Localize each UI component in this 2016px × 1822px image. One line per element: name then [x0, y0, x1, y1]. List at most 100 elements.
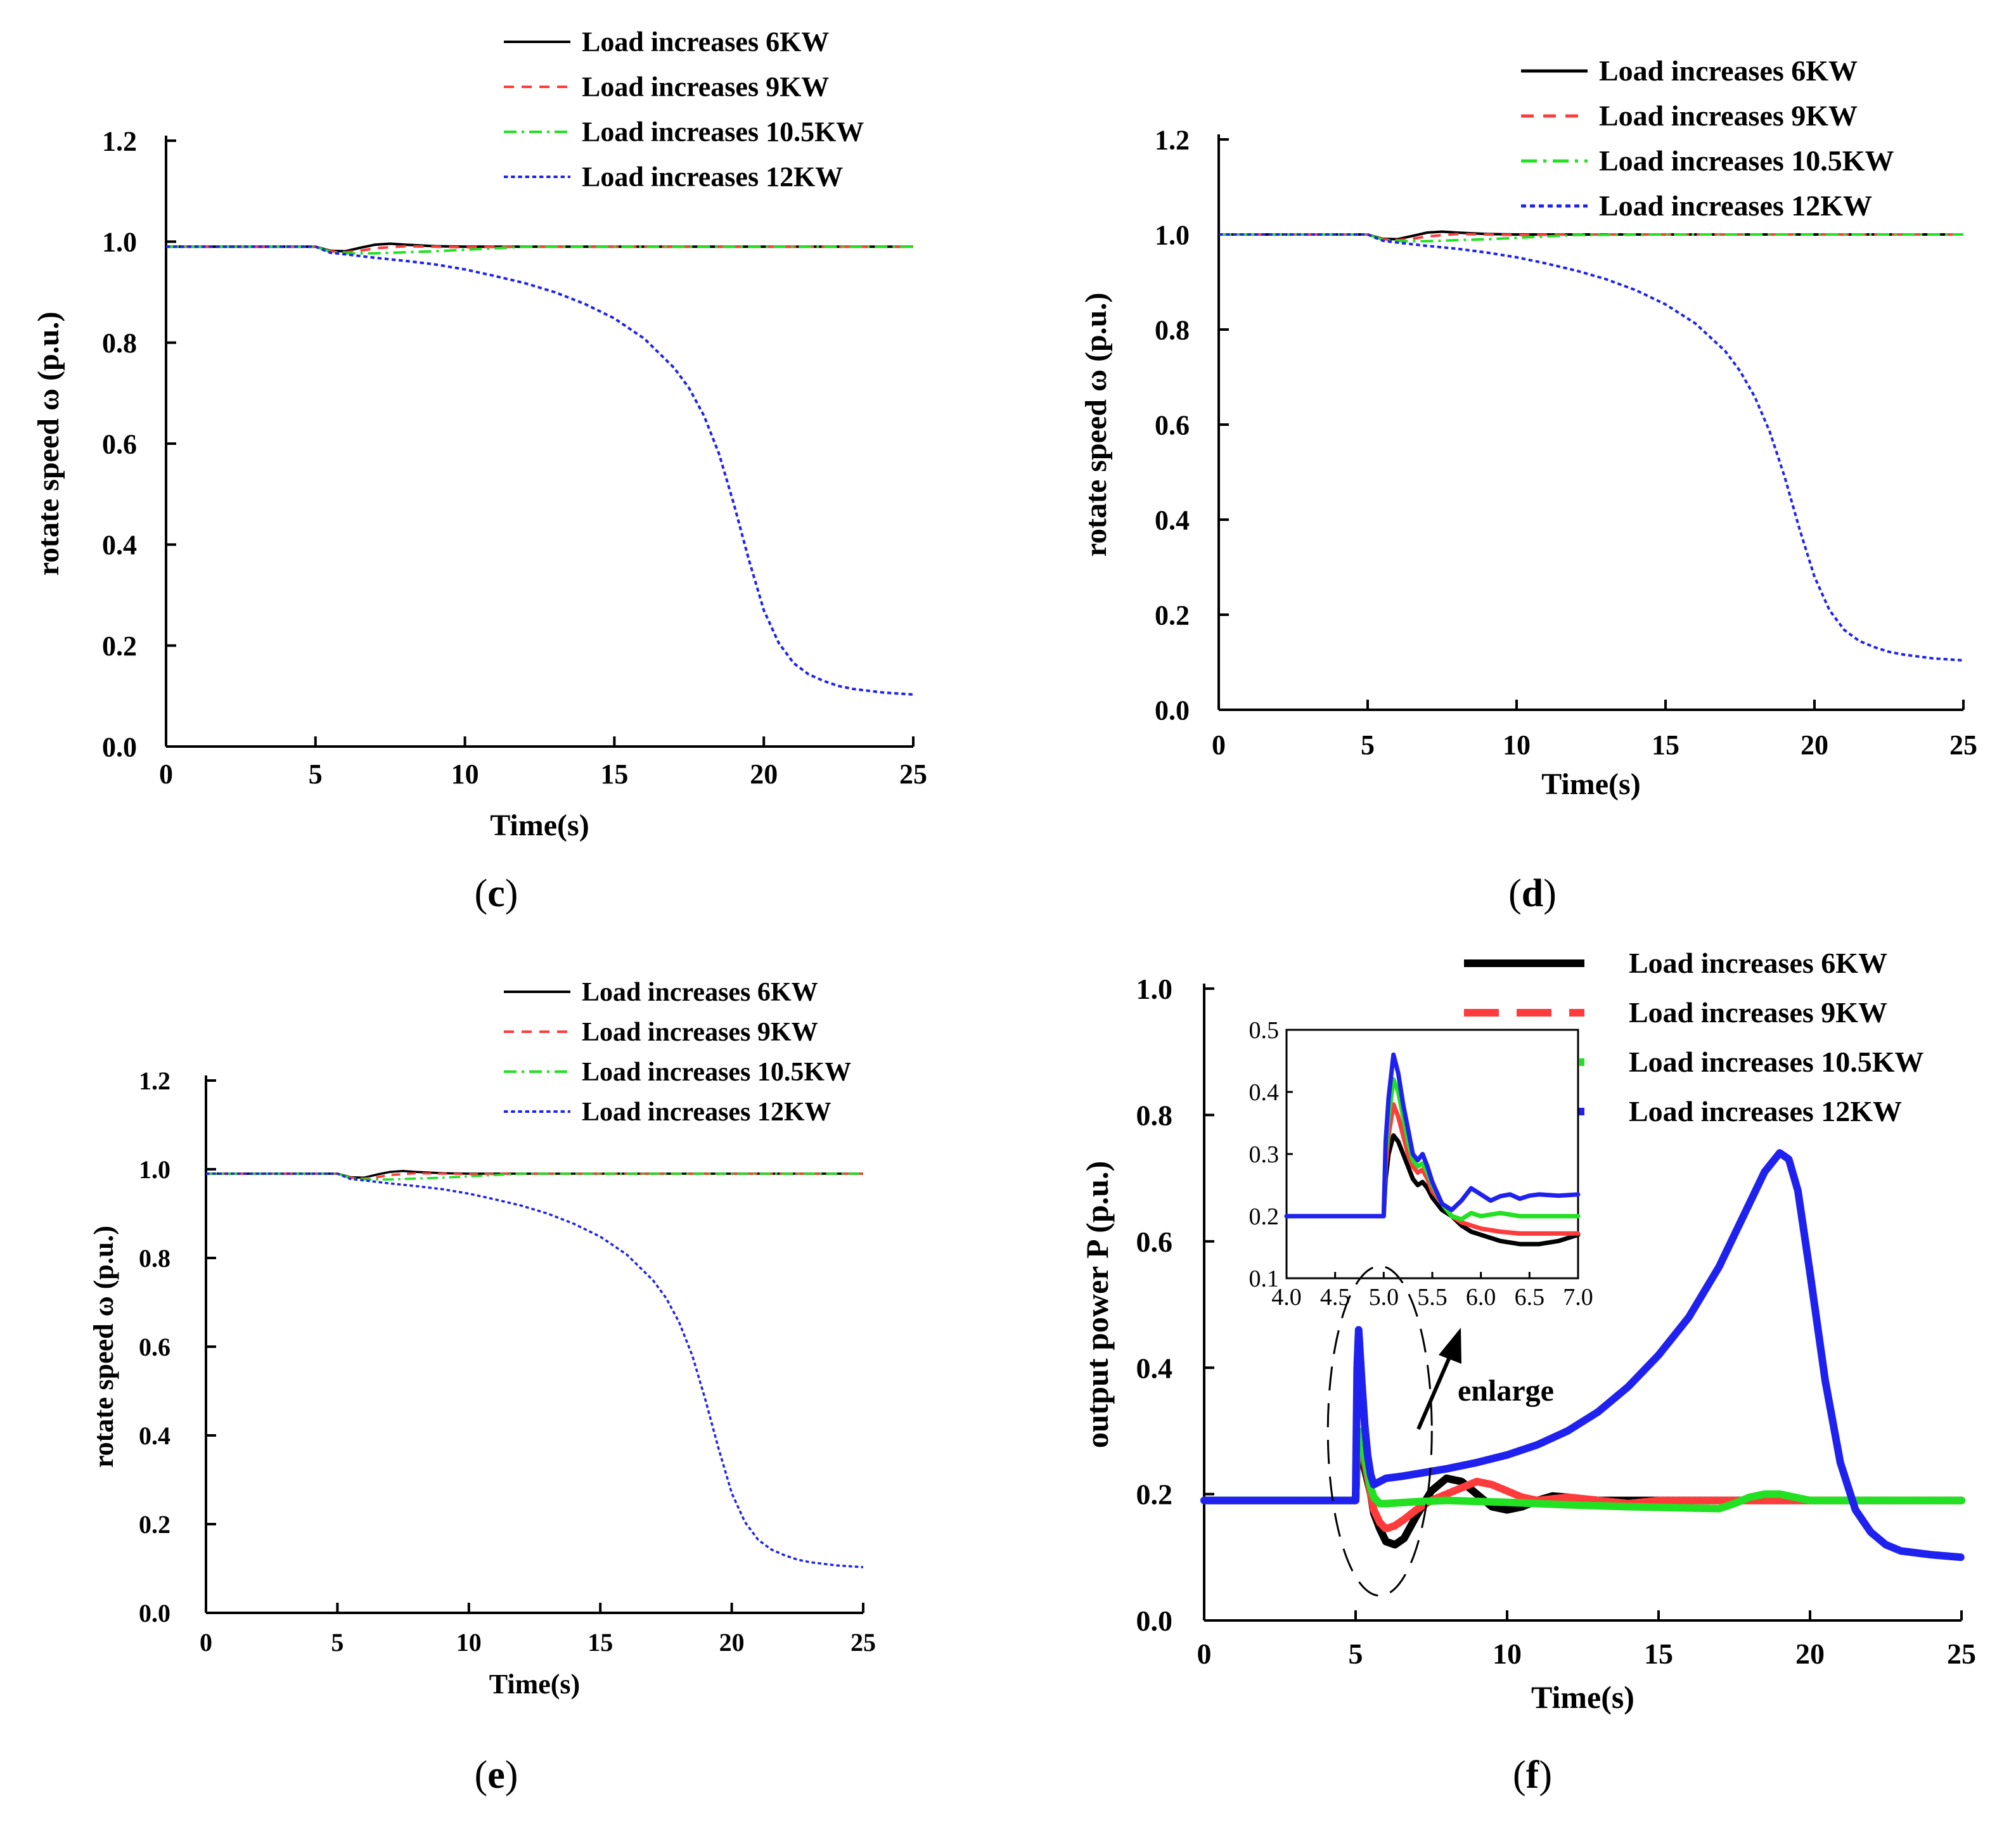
y-tick-label: 0.2 [139, 1510, 170, 1539]
y-tick-label: 1.2 [102, 125, 137, 157]
y-tick-label: 0.6 [102, 428, 137, 459]
x-tick-label: 15 [587, 1628, 613, 1657]
y-tick-label: 0.8 [1155, 314, 1190, 345]
inset-y-tick-label: 0.5 [1249, 1017, 1280, 1044]
caption-f-letter: f [1525, 1754, 1539, 1797]
x-tick-label: 25 [1949, 729, 1977, 760]
y-tick-label: 0.4 [1155, 504, 1190, 536]
series-line [1200, 1427, 1965, 1513]
x-axis-label: Time(s) [1541, 767, 1640, 801]
inset-y-tick-label: 0.3 [1249, 1141, 1280, 1168]
y-tick-label: 0.0 [102, 731, 137, 762]
caption-c-letter: c [487, 872, 505, 915]
caption-f: (f) [1513, 1754, 1552, 1797]
series-line [1219, 233, 1964, 662]
inset-x-tick-label: 6.5 [1515, 1284, 1545, 1311]
x-tick-label: 25 [851, 1628, 876, 1657]
x-tick-label: 10 [1493, 1638, 1522, 1670]
legend-label: Load increases 6KW [1599, 55, 1858, 87]
legend-label: Load increases 9KW [1629, 996, 1887, 1029]
legend-label: Load increases 10.5KW [1629, 1046, 1924, 1078]
y-tick-label: 0.2 [1136, 1479, 1173, 1511]
x-tick-label: 0 [1212, 729, 1226, 760]
x-tick-label: 0 [159, 759, 173, 790]
inset-x-tick-label: 5.0 [1369, 1284, 1399, 1311]
y-tick-label: 1.2 [1155, 124, 1190, 155]
inset-x-tick-label: 7.0 [1563, 1284, 1593, 1311]
y-tick-label: 0.0 [1136, 1605, 1173, 1637]
legend: Load increases 6KW Load increases 9KW Load… [1521, 55, 1894, 222]
legend-label: Load increases 6KW [1629, 947, 1887, 979]
chart-e: 0 5 10 15 20 25 0.0 0.2 0.4 0.6 0.8 1.0 1.2 Time(s) ro… [88, 978, 876, 1700]
y-tick-label: 1.0 [102, 227, 137, 258]
x-tick-label: 5 [331, 1628, 343, 1657]
inset-y-tick-label: 0.1 [1249, 1266, 1280, 1292]
x-tick-label: 15 [1652, 729, 1679, 760]
caption-c: (c) [474, 872, 518, 915]
zoom-ellipse [1326, 1265, 1433, 1597]
x-tick-label: 20 [1801, 729, 1828, 760]
x-tick-label: 25 [1947, 1638, 1976, 1670]
x-tick-label: 5 [1361, 729, 1375, 760]
inset-y-tick-label: 0.4 [1249, 1079, 1280, 1106]
y-tick-label: 0.2 [1155, 600, 1190, 631]
legend: Load increases 6KW Load increases 9KW Load… [1464, 947, 1924, 1127]
legend-label: Load increases 10.5KW [1599, 144, 1894, 177]
chart-c: 0 5 10 15 20 25 0.0 0.2 0.4 0.6 0.8 1.0 1.2 Time(s) ro… [32, 27, 927, 842]
legend-label: Load increases 10.5KW [582, 1058, 851, 1087]
x-axis-label: Time(s) [1531, 1679, 1634, 1715]
caption-e: (e) [474, 1754, 518, 1797]
inset-series-line [1284, 1052, 1581, 1219]
y-axis-label: output power P (p.u.) [1079, 1161, 1115, 1448]
chart-d: 0 5 10 15 20 25 0.0 0.2 0.4 0.6 0.8 1.0 1.2 Time(s) ro… [1079, 55, 1977, 801]
y-tick-label: 1.2 [139, 1067, 170, 1095]
enlarge-arrow-shaft [1416, 1352, 1453, 1430]
legend-label: Load increases 12KW [582, 162, 843, 193]
inset-frame [1285, 1029, 1579, 1280]
inset-chart: 4.0 4.5 5.0 5.5 6.0 6.5 7.00.10.20.30.40.5 [1249, 1017, 1593, 1311]
inset-y-tick-label: 0.2 [1249, 1203, 1280, 1230]
legend-label: Load increases 12KW [582, 1098, 831, 1127]
y-axis-label: rotate speed ω (p.u.) [32, 312, 65, 576]
legend-label: Load increases 9KW [582, 72, 829, 103]
y-tick-label: 0.2 [102, 631, 137, 662]
x-tick-label: 10 [451, 759, 479, 790]
y-tick-label: 0.6 [1155, 409, 1190, 440]
x-tick-label: 25 [899, 759, 927, 790]
legend-label: Load increases 10.5KW [582, 117, 864, 148]
legend-label: Load increases 9KW [582, 1018, 818, 1047]
legend: Load increases 6KW Load increases 9KW Load… [504, 978, 851, 1127]
x-tick-label: 20 [1795, 1638, 1825, 1670]
inset-series-line [1284, 1133, 1581, 1247]
chart-f: 0 5 10 15 20 25 0.0 0.2 0.4 0.6 0.8 1.0 Time(s) outpu… [1079, 947, 1976, 1715]
caption-d: (d) [1508, 872, 1557, 915]
inset-x-tick-label: 4.0 [1271, 1284, 1302, 1311]
series-line [206, 1172, 863, 1181]
caption-e-letter: e [487, 1754, 505, 1797]
x-tick-label: 15 [1644, 1638, 1673, 1670]
y-tick-label: 0.0 [1155, 695, 1190, 726]
legend-label: Load increases 12KW [1629, 1095, 1902, 1127]
y-axis-label: rotate speed ω (p.u.) [1079, 293, 1113, 557]
legend-label: Load increases 12KW [1599, 189, 1872, 222]
x-tick-label: 10 [1503, 729, 1531, 760]
x-tick-label: 20 [750, 759, 778, 790]
x-tick-label: 0 [1197, 1638, 1212, 1670]
legend-label: Load increases 9KW [1599, 99, 1858, 132]
y-tick-label: 0.0 [139, 1599, 170, 1627]
legend: Load increases 6KW Load increases 9KW Load… [504, 27, 864, 193]
legend-label: Load increases 6KW [582, 978, 818, 1007]
inset-x-tick-label: 5.5 [1417, 1284, 1448, 1311]
y-tick-label: 1.0 [1136, 973, 1173, 1005]
x-tick-label: 0 [200, 1628, 212, 1657]
series-line [206, 1172, 863, 1180]
series-line [166, 245, 913, 255]
y-tick-label: 1.0 [1155, 219, 1190, 250]
x-tick-label: 20 [719, 1628, 745, 1657]
y-tick-label: 0.8 [1136, 1100, 1173, 1132]
y-tick-label: 0.8 [102, 328, 137, 359]
y-tick-label: 0.4 [139, 1421, 170, 1450]
x-tick-label: 5 [309, 759, 323, 790]
y-tick-label: 0.6 [139, 1333, 170, 1361]
